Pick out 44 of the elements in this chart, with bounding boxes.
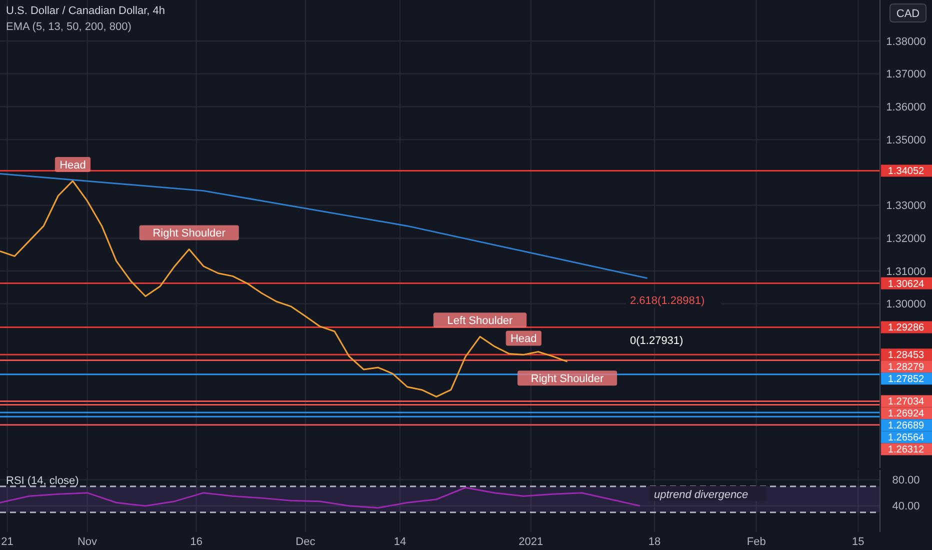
y-tick-label: 1.33000: [886, 200, 926, 212]
y-tick-label: 1.35000: [886, 134, 926, 146]
y-tick-label: 1.31000: [886, 266, 926, 278]
x-tick-label: 15: [852, 536, 864, 548]
line-series: [0, 172, 648, 279]
x-tick-label: 2021: [518, 536, 544, 548]
x-tick-label: Feb: [746, 536, 766, 548]
ref-line-label: 1.26312: [888, 444, 925, 456]
ref-line-label: 1.27034: [888, 396, 925, 408]
annotation: Right Shoulder: [152, 228, 226, 240]
ref-line-label: 1.26924: [888, 408, 925, 420]
ref-line-label: 1.26689: [888, 420, 925, 432]
x-tick-label: Dec: [296, 536, 316, 548]
line-series: [0, 486, 641, 509]
y-tick-label: 1.30000: [886, 298, 926, 311]
y-tick-label: 1.38000: [886, 36, 926, 48]
annotation: Right Shoulder: [530, 372, 604, 385]
annotation: uptrend divergence: [654, 488, 748, 501]
text: CAD: [896, 8, 920, 20]
x-tick-label: 14: [394, 536, 406, 548]
chart-title: U.S. Dollar / Canadian Dollar, 4h: [6, 5, 165, 17]
y-tick-label: 40.00: [892, 500, 920, 513]
chart-title: RSI (14, close): [6, 475, 79, 487]
text: EMA (5, 13, 50, 200, 800): [6, 21, 132, 33]
y-tick-label: 1.32000: [886, 232, 926, 245]
annotation: 0(1.27931): [630, 334, 684, 347]
annotation: Left Shoulder: [447, 314, 514, 327]
ref-line-label: 1.30624: [888, 278, 925, 290]
ref-line-label: 1.28279: [888, 362, 925, 374]
ref-line-label: 1.28453: [888, 350, 925, 362]
annotation: Head: [60, 159, 86, 172]
y-tick-label: 1.37000: [886, 68, 926, 81]
ref-line-label: 1.34052: [888, 166, 925, 178]
x-tick-label: 18: [648, 536, 661, 548]
annotation: Head: [510, 333, 537, 346]
ref-line-label: 1.26564: [888, 432, 925, 444]
ref-line-label: 1.27852: [888, 374, 925, 386]
y-tick-label: 1.36000: [886, 102, 926, 114]
x-tick-label: Nov: [77, 536, 98, 548]
ref-line-label: 1.29286: [888, 322, 925, 334]
y-tick-label: 80.00: [892, 474, 920, 487]
x-tick-label: 21: [1, 536, 14, 548]
annotation: 2.618(1.28981): [630, 294, 705, 307]
x-tick-label: 16: [190, 536, 202, 548]
